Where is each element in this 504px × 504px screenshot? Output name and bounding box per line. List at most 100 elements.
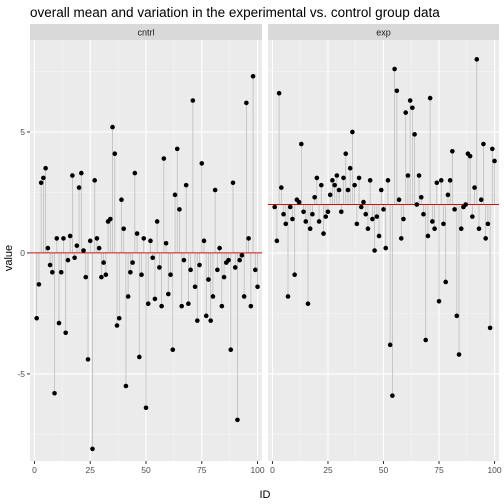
data-point	[287, 204, 293, 210]
strip-label-cntrl: cntrl	[137, 28, 154, 38]
data-point	[208, 318, 213, 323]
data-point	[458, 226, 464, 232]
data-point	[321, 231, 326, 236]
y-tick-label: 0	[20, 248, 25, 258]
data-point	[445, 192, 451, 198]
data-point	[139, 272, 144, 277]
data-point	[168, 272, 173, 277]
data-point	[108, 216, 113, 222]
data-point	[85, 357, 91, 362]
data-point	[197, 262, 202, 268]
data-point	[381, 207, 386, 212]
data-point	[365, 226, 371, 232]
data-point	[47, 262, 53, 268]
data-point	[226, 257, 231, 263]
data-points	[34, 73, 260, 452]
data-point	[186, 301, 191, 307]
data-point	[76, 185, 82, 190]
data-point	[314, 175, 320, 181]
data-point	[63, 330, 68, 336]
x-tick-label: 25	[323, 465, 333, 475]
x-tick-label: 75	[197, 465, 207, 475]
data-point	[45, 245, 51, 251]
data-point	[283, 221, 289, 227]
x-tick-label: 50	[141, 465, 151, 475]
data-point	[56, 320, 62, 326]
data-point	[195, 318, 200, 323]
data-point	[456, 352, 462, 357]
data-point	[310, 211, 315, 217]
data-point	[170, 347, 176, 353]
data-point	[128, 269, 133, 275]
data-point	[412, 132, 417, 137]
data-point	[483, 236, 488, 241]
y-axis: -5 0 5	[17, 127, 30, 379]
data-point	[199, 161, 205, 166]
data-point	[361, 199, 366, 205]
data-point	[299, 141, 304, 147]
data-point	[341, 175, 346, 181]
panel-cntrl: cntrl	[30, 24, 262, 461]
data-point	[81, 248, 86, 253]
data-point	[99, 274, 104, 280]
data-point	[303, 219, 309, 224]
data-point	[154, 219, 160, 224]
data-point	[492, 158, 497, 164]
data-point	[250, 73, 256, 79]
data-point	[206, 277, 211, 282]
data-point	[463, 202, 468, 207]
data-point	[370, 216, 375, 222]
data-point	[241, 294, 247, 299]
data-point	[215, 267, 220, 273]
data-point	[352, 182, 357, 188]
strip-label-exp: exp	[376, 28, 391, 38]
data-point	[378, 187, 384, 193]
data-point	[36, 282, 42, 287]
data-point	[244, 100, 249, 106]
strip-exp	[268, 24, 499, 40]
data-point	[43, 165, 48, 171]
data-point	[228, 347, 234, 353]
data-point	[454, 313, 460, 319]
data-point	[74, 243, 80, 248]
data-point	[430, 219, 435, 224]
data-point	[478, 197, 484, 202]
data-point	[327, 192, 333, 198]
y-axis-title: value	[3, 245, 15, 271]
data-point	[201, 238, 207, 244]
data-point	[279, 185, 284, 190]
data-point	[163, 240, 169, 246]
data-point	[230, 180, 236, 186]
data-point	[323, 214, 329, 219]
data-point	[123, 383, 129, 389]
data-point	[336, 187, 342, 193]
data-point	[487, 325, 493, 331]
data-point	[354, 221, 360, 227]
data-point	[166, 291, 171, 297]
data-point	[432, 226, 437, 232]
data-point	[255, 284, 260, 290]
data-point	[232, 265, 238, 270]
x-axis: 0 25 50 75 100 0 25 50 75 100	[32, 461, 502, 475]
data-point	[394, 88, 400, 94]
data-point	[83, 274, 89, 280]
data-point	[396, 197, 402, 202]
data-point	[121, 226, 126, 232]
data-point	[132, 170, 138, 176]
data-point	[350, 129, 355, 135]
data-point	[312, 194, 317, 200]
data-point	[217, 245, 222, 251]
data-point	[485, 221, 491, 227]
data-point	[67, 233, 73, 239]
data-point	[427, 95, 433, 101]
data-point	[425, 233, 431, 239]
panel-exp: exp	[268, 24, 499, 461]
data-point	[141, 236, 147, 241]
data-point	[441, 221, 446, 227]
data-point	[385, 178, 391, 183]
data-point	[148, 238, 153, 244]
data-point	[72, 255, 77, 261]
data-point	[239, 253, 245, 258]
data-point	[52, 390, 57, 396]
data-point	[212, 187, 218, 193]
